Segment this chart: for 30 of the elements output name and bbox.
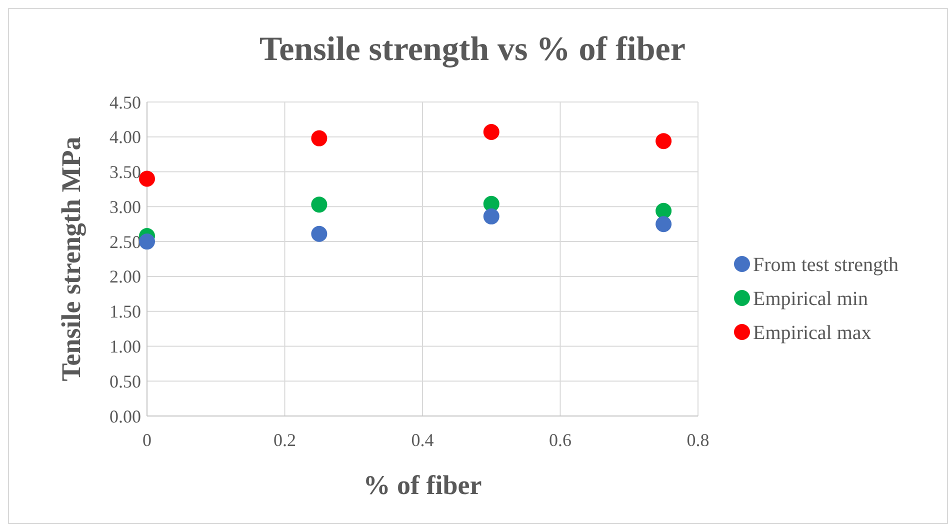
y-tick-label: 4.50 [110, 92, 141, 112]
y-tick-label: 2.00 [110, 266, 141, 287]
point [656, 133, 672, 150]
y-tick-label: 0.00 [110, 406, 141, 426]
y-tick-label: 0.50 [110, 371, 141, 392]
legend-label: From test strength [753, 254, 899, 276]
y-axis-title: Tensile strength MPa [56, 136, 86, 382]
point [139, 170, 155, 187]
point [311, 130, 328, 146]
y-tick-label: 1.00 [110, 336, 141, 357]
y-tick-label: 3.50 [110, 162, 141, 182]
point [311, 226, 328, 242]
chart-title: Tensile strength vs % of fiber [260, 31, 686, 68]
y-tick-label: 1.50 [110, 302, 141, 322]
point [656, 202, 672, 219]
x-tick-label: 0 [142, 430, 152, 450]
y-tick-label: 4.00 [110, 127, 141, 148]
point [483, 124, 500, 140]
legend-label: Empirical min [753, 288, 868, 310]
point [311, 196, 328, 213]
x-tick-label: 0.8 [686, 430, 710, 450]
y-tick-label: 3.00 [110, 196, 141, 217]
legend-label: Empirical max [753, 322, 872, 344]
point [483, 208, 500, 224]
x-tick-label: 0.2 [274, 430, 296, 450]
x-tick-label: 0.4 [411, 430, 434, 450]
point [139, 234, 155, 250]
x-tick-label: 0.6 [549, 430, 572, 450]
x-axis-title: % of fiber [363, 470, 482, 500]
point [656, 216, 672, 232]
